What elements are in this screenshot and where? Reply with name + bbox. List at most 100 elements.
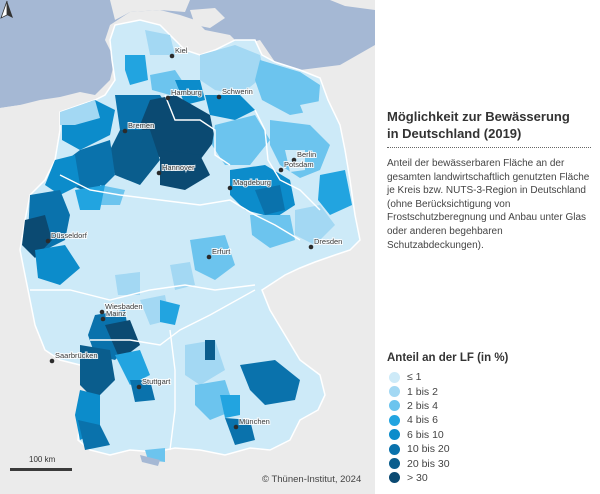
map-title: Möglichkeit zur Bewässerung in Deutschla… <box>387 108 592 142</box>
region <box>270 120 330 178</box>
city-dot-icon <box>156 170 162 176</box>
region <box>45 155 80 195</box>
danish-island <box>190 8 225 28</box>
legend-swatch-icon <box>389 414 400 426</box>
legend-item: ≤ 1 <box>389 370 450 384</box>
region <box>115 272 140 295</box>
city-dot-icon <box>100 316 106 322</box>
legend-label: 20 bis 30 <box>407 457 450 470</box>
city-dot-icon <box>99 309 105 315</box>
legend-swatch-icon <box>389 429 400 441</box>
region <box>160 150 210 190</box>
city-marker: München <box>233 416 271 430</box>
legend-swatch-icon <box>389 371 400 383</box>
city-label: Wiesbaden <box>105 302 143 311</box>
state-border <box>164 94 231 166</box>
legend-item: 1 bis 2 <box>389 384 450 398</box>
city-marker: Hannover <box>156 162 196 176</box>
region <box>60 100 100 125</box>
region <box>250 215 295 248</box>
bodensee-lake <box>140 455 160 466</box>
city-dot-icon <box>308 244 314 250</box>
city-dot-icon <box>169 53 175 59</box>
legend-item: 20 bis 30 <box>389 456 450 470</box>
netherlands-land <box>0 104 60 210</box>
city-dot-icon <box>291 157 297 163</box>
region <box>80 345 115 400</box>
city-label: Saarbrücken <box>55 351 98 360</box>
city-dot-icon <box>216 94 222 100</box>
city-marker: Magdeburg <box>227 177 272 191</box>
legend-swatch-icon <box>389 386 400 398</box>
city-label: Schwerin <box>222 87 253 96</box>
city-marker: Berlin <box>291 149 317 163</box>
sea-area <box>0 0 375 108</box>
region <box>295 205 335 245</box>
map-description: Anteil der bewässerbaren Fläche an der g… <box>387 158 590 251</box>
title-line-1: Möglichkeit zur Bewässerung <box>387 109 570 124</box>
region <box>35 245 80 285</box>
legend-label: 2 bis 4 <box>407 399 438 412</box>
city-dot-icon <box>136 384 142 390</box>
state-border <box>30 284 256 301</box>
city-dot-icon <box>233 424 239 430</box>
city-marker: Hamburg <box>165 87 203 101</box>
region <box>318 170 352 215</box>
legend-label: 4 bis 6 <box>407 414 438 427</box>
state-border <box>169 329 176 451</box>
state-border <box>254 109 321 211</box>
city-label: Dresden <box>314 237 342 246</box>
legend: ≤ 1 1 bis 2 2 bis 4 4 bis 6 6 bis 10 10 … <box>389 370 450 485</box>
denmark-land <box>110 0 190 20</box>
legend-item: 10 bis 20 <box>389 442 450 456</box>
city-dot-icon <box>165 95 171 101</box>
region <box>100 185 125 205</box>
region <box>22 215 52 258</box>
city-label: Kiel <box>175 46 188 55</box>
region <box>175 80 205 105</box>
city-label: Erfurt <box>212 247 231 256</box>
city-dot-icon <box>122 128 128 134</box>
region <box>170 262 195 290</box>
city-marker: Schwerin <box>216 86 254 100</box>
legend-swatch-icon <box>389 458 400 470</box>
sweden-land <box>330 0 375 10</box>
scale-bar <box>10 468 72 471</box>
region <box>140 95 215 165</box>
legend-label: 10 bis 20 <box>407 443 450 456</box>
city-label: Hannover <box>162 163 195 172</box>
region <box>125 55 148 85</box>
legend-title: Anteil an der LF (in %) <box>387 352 509 364</box>
region <box>220 395 240 418</box>
region <box>130 380 155 402</box>
state-border <box>90 289 256 346</box>
legend-label: ≤ 1 <box>407 371 422 384</box>
region <box>212 115 270 165</box>
dotted-divider <box>387 147 591 148</box>
city-dot-icon <box>49 358 55 364</box>
city-marker: Kiel <box>169 45 189 59</box>
region <box>255 185 285 215</box>
copyright-text: © Thünen-Institut, 2024 <box>262 474 362 485</box>
region <box>160 300 180 325</box>
city-label: Hamburg <box>171 88 202 97</box>
legend-item: > 30 <box>389 471 450 485</box>
region <box>150 70 185 95</box>
legend-swatch-icon <box>389 400 400 412</box>
city-label: Mainz <box>106 309 126 318</box>
city-marker: Wiesbaden <box>99 301 144 315</box>
region <box>205 95 255 120</box>
region <box>115 350 150 385</box>
legend-swatch-icon <box>389 472 400 484</box>
legend-label: 6 bis 10 <box>407 428 444 441</box>
info-panel: Möglichkeit zur Bewässerung in Deutschla… <box>375 0 600 494</box>
region <box>145 30 175 55</box>
city-label: Potsdam <box>284 160 314 169</box>
region <box>190 235 235 280</box>
legend-item: 2 bis 4 <box>389 399 450 413</box>
city-marker: Stuttgart <box>136 376 172 390</box>
city-marker: Saarbrücken <box>49 350 99 364</box>
map-area: Kiel Hamburg Schwerin Bremen Berlin Potsdam Ha… <box>0 0 375 494</box>
city-dot-icon <box>206 254 212 260</box>
